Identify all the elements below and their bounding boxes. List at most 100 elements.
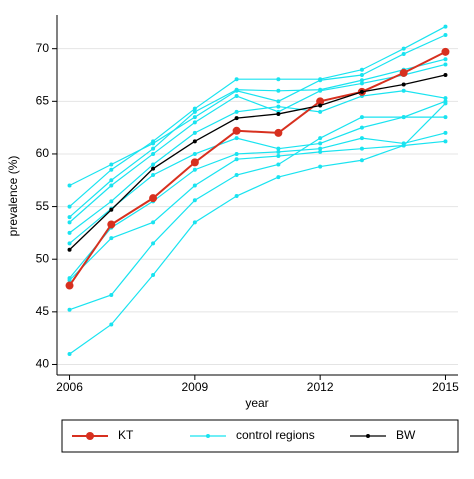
line (69, 58, 446, 218)
point (443, 73, 448, 77)
y-tick-label: 55 (36, 199, 50, 213)
point (109, 199, 114, 204)
point (151, 273, 156, 277)
point (359, 73, 364, 77)
point (274, 128, 283, 137)
point (67, 241, 72, 246)
point (234, 157, 239, 162)
point (192, 220, 197, 225)
point (67, 204, 72, 209)
point (192, 109, 197, 114)
point (151, 220, 156, 225)
point (359, 115, 364, 120)
y-tick-label: 70 (36, 41, 50, 55)
point (318, 88, 323, 93)
point (151, 151, 156, 156)
point (318, 103, 323, 108)
point (109, 183, 114, 188)
line (69, 102, 446, 355)
point (151, 173, 156, 177)
y-tick-label: 45 (36, 304, 50, 318)
legend-marker (206, 434, 210, 438)
y-tick-label: 40 (36, 357, 50, 371)
line (69, 74, 446, 251)
line (69, 140, 446, 281)
x-tick-label: 2012 (307, 380, 334, 394)
point (401, 46, 406, 51)
legend-label: control regions (236, 428, 315, 442)
point (318, 136, 323, 141)
point (234, 87, 239, 92)
x-tick-label: 2015 (432, 380, 459, 394)
point (107, 220, 116, 229)
x-tick-label: 2006 (56, 380, 83, 394)
point (401, 51, 406, 56)
point (67, 230, 72, 235)
point (276, 88, 281, 93)
legend-marker (366, 434, 370, 438)
point (318, 164, 323, 169)
point (192, 106, 197, 111)
point (359, 158, 364, 163)
point (67, 278, 72, 283)
point (234, 136, 239, 141)
point (443, 57, 448, 62)
point (67, 183, 72, 188)
point (234, 173, 239, 177)
point (234, 116, 239, 121)
line (69, 90, 446, 234)
line (68, 50, 446, 287)
point (151, 162, 156, 167)
point (401, 143, 406, 148)
point (276, 154, 281, 159)
point (443, 101, 448, 106)
point (192, 139, 197, 144)
point (276, 104, 281, 109)
point (441, 47, 450, 56)
point (359, 78, 364, 83)
point (234, 94, 239, 99)
point (443, 139, 448, 144)
point (443, 130, 448, 135)
point (190, 158, 199, 167)
point (318, 146, 323, 151)
point (316, 97, 325, 106)
line (69, 116, 446, 244)
point (443, 33, 448, 37)
y-tick-label: 50 (36, 251, 50, 265)
point (151, 241, 156, 246)
point (192, 167, 197, 172)
legend-label: KT (118, 428, 134, 442)
legend-label: BW (396, 428, 416, 442)
legend-marker (86, 432, 94, 440)
point (359, 136, 364, 141)
point (359, 125, 364, 130)
point (401, 115, 406, 120)
point (318, 77, 323, 82)
point (67, 215, 72, 220)
y-tick-label: 60 (36, 146, 50, 160)
y-tick-label: 65 (36, 93, 50, 107)
point (443, 24, 448, 29)
line (69, 63, 446, 223)
point (151, 166, 156, 171)
point (276, 149, 281, 154)
point (443, 115, 448, 120)
point (109, 207, 114, 212)
point (192, 120, 197, 125)
point (443, 96, 448, 101)
point (192, 115, 197, 120)
point (67, 247, 72, 252)
point (276, 162, 281, 167)
point (67, 307, 72, 312)
point (109, 322, 114, 327)
point (443, 62, 448, 67)
y-axis-label: prevalence (%) (6, 156, 20, 237)
point (276, 146, 281, 151)
point (234, 151, 239, 156)
point (401, 82, 406, 87)
point (109, 293, 114, 297)
point (151, 139, 156, 144)
point (149, 194, 158, 203)
